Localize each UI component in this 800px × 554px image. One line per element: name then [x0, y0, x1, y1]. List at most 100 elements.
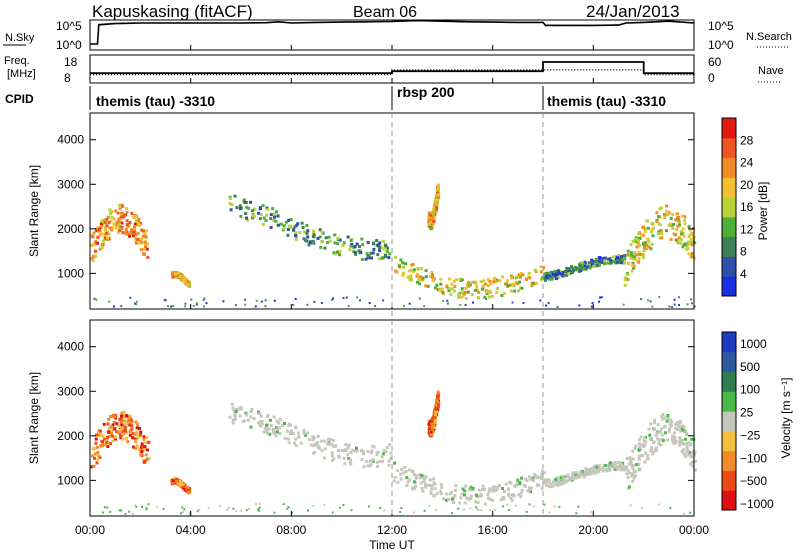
scatter-cell [616, 258, 620, 262]
colorbar-swatch [722, 470, 736, 491]
scatter-cell [673, 435, 677, 439]
scatter-cell [381, 459, 385, 463]
scatter-cell [689, 455, 693, 458]
scatter-cell [389, 457, 393, 460]
scatter-cell [265, 428, 269, 432]
scatter-cell [249, 415, 253, 419]
scatter-cell [631, 479, 635, 483]
scatter-cell [381, 452, 385, 456]
scatter-cell [107, 427, 111, 431]
scatter-cell [96, 235, 100, 239]
scatter-cell [320, 240, 324, 244]
scatter-cell [445, 285, 449, 289]
scatter-speck [234, 304, 237, 307]
scatter-cell [503, 282, 507, 286]
ytick-label: 2000 [57, 222, 84, 236]
colorbar-swatch [722, 177, 736, 198]
scatter-cell [592, 465, 596, 469]
scatter-cell [269, 424, 273, 428]
scatter-cell [658, 223, 662, 227]
scatter-cell [583, 263, 587, 267]
scatter-cell [415, 272, 419, 276]
scatter-speck [485, 298, 488, 300]
scatter-cell [539, 265, 543, 269]
scatter-cell [488, 497, 492, 501]
scatter-cell [566, 479, 570, 482]
scatter-cell [436, 405, 440, 409]
scatter-cell [657, 230, 661, 234]
scatter-cell [577, 269, 581, 273]
noise-right-tick-top: 10^5 [708, 19, 734, 33]
scatter-cell [646, 237, 650, 241]
scatter-cell [319, 245, 323, 249]
scatter-cell [624, 467, 628, 471]
scatter-cell [439, 483, 443, 486]
scatter-cell [677, 220, 681, 224]
scatter-cell [516, 478, 520, 482]
scatter-cell [278, 432, 282, 436]
scatter-cell [126, 440, 130, 444]
scatter-cell [394, 269, 398, 273]
scatter-cell [653, 418, 657, 422]
scatter-cell [131, 230, 135, 234]
scatter-cell [183, 484, 187, 488]
scatter-cell [626, 469, 630, 473]
scatter-cell [276, 214, 280, 218]
scatter-cell [629, 459, 633, 462]
scatter-cell [135, 232, 139, 236]
scatter-cell [115, 430, 119, 434]
scatter-cell [601, 469, 605, 473]
scatter-cell [303, 230, 307, 234]
scatter-cell [670, 420, 673, 424]
scatter-cell [486, 496, 490, 500]
scatter-cell [643, 241, 647, 245]
scatter-cell [129, 418, 133, 422]
scatter-cell [336, 242, 340, 246]
scatter-cell [567, 272, 571, 276]
scatter-cell [372, 242, 375, 246]
scatter-cell [139, 239, 142, 243]
scatter-cell [550, 270, 554, 274]
scatter-cell [462, 292, 466, 296]
scatter-cell [133, 222, 137, 226]
scatter-cell [274, 219, 278, 223]
scatter-cell [346, 452, 350, 456]
cpid-label: CPID [5, 92, 34, 106]
scatter-cell [117, 227, 121, 231]
scatter-cell [641, 445, 645, 448]
scatter-cell [432, 494, 436, 498]
scatter-speck [548, 511, 551, 514]
scatter-speck [181, 506, 184, 509]
scatter-speck [180, 512, 183, 515]
scatter-cell [606, 261, 610, 265]
colorbar-tick: 12 [740, 222, 754, 236]
scatter-cell [110, 210, 114, 214]
scatter-cell [144, 243, 148, 246]
scatter-cell [228, 202, 232, 205]
scatter-cell [377, 243, 381, 247]
scatter-cell [613, 463, 617, 467]
scatter-cell [503, 490, 506, 494]
scatter-cell [286, 228, 290, 231]
scatter-speck [113, 305, 115, 308]
scatter-speck [457, 296, 460, 299]
scatter-cell [146, 448, 149, 452]
scatter-speck [192, 305, 195, 307]
scatter-cell [657, 442, 661, 446]
scatter-cell [629, 462, 633, 465]
scatter-cell [312, 444, 316, 448]
scatter-cell [561, 274, 565, 278]
scatter-cell [311, 438, 315, 442]
scatter-speck [356, 296, 359, 299]
scatter-speck [264, 299, 267, 302]
scatter-cell [655, 211, 659, 215]
scatter-cell [655, 446, 659, 450]
scatter-cell [649, 247, 653, 251]
scatter-cell [304, 433, 308, 437]
scatter-speck [124, 512, 127, 515]
colorbar-frame [721, 117, 737, 297]
scatter-cell [486, 493, 490, 496]
scatter-cell [636, 241, 640, 245]
scatter-cell [316, 434, 320, 438]
scatter-cell [591, 259, 594, 263]
